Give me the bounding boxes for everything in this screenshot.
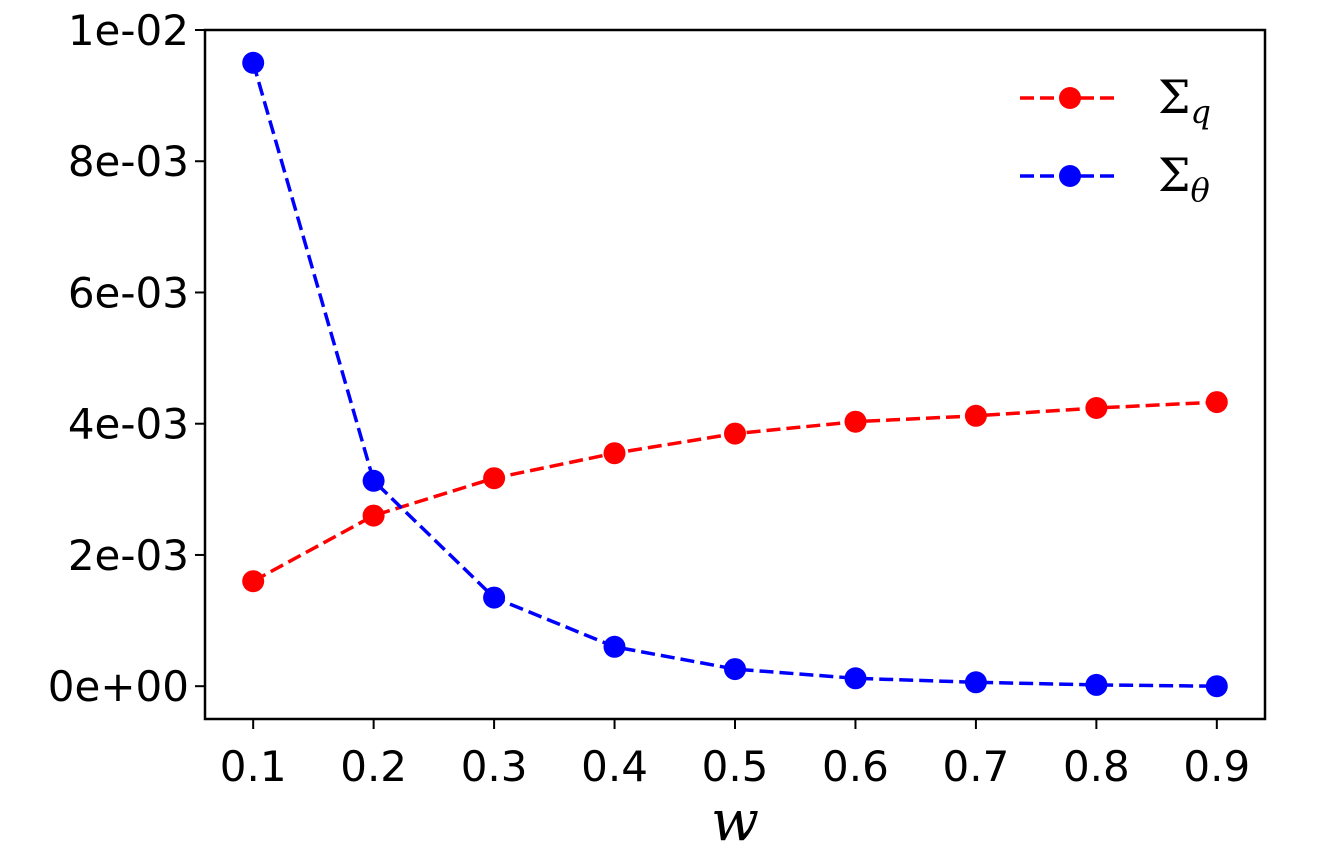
legend-marker-2	[1059, 165, 1081, 187]
legend: Σq Σθ	[1020, 70, 1211, 209]
data-point-series-2	[242, 51, 265, 74]
x-tick-label: 0.2	[340, 742, 407, 791]
series-line-2	[251, 62, 1217, 688]
data-point-series-2	[1085, 673, 1108, 696]
data-point-series-2	[1205, 675, 1228, 698]
x-tick-label: 0.6	[822, 742, 889, 791]
data-point-series-1	[724, 422, 746, 445]
data-point-series-2	[844, 667, 867, 690]
axes-layer: 0.1 0.2 0.3 0.4 0.5 0.6 0.7 0.8 0.9 0e+00 2e-03 4e-…	[48, 6, 1267, 791]
data-point-series-1	[1085, 397, 1108, 419]
data-point-series-2	[483, 586, 506, 609]
data-point-series-1	[1205, 391, 1228, 414]
y-tick-label: 1e-02	[68, 6, 189, 55]
x-axis-label: w	[711, 789, 759, 854]
data-point-series-2	[964, 671, 987, 694]
y-tick-label: 8e-03	[68, 137, 189, 186]
data-point-series-2	[603, 635, 626, 658]
x-tick-label: 0.8	[1063, 742, 1130, 791]
x-tick-label: 0.9	[1183, 742, 1250, 791]
data-point-series-1	[483, 467, 506, 490]
legend-label-1: Σq	[1158, 70, 1211, 131]
y-tick-label: 0e+00	[48, 662, 189, 711]
x-tick-label: 0.3	[461, 742, 528, 791]
legend-label-2: Σθ	[1158, 148, 1210, 209]
legend-marker-1	[1059, 87, 1081, 109]
data-point-series-1	[844, 410, 867, 433]
x-tick-label: 0.7	[943, 742, 1010, 791]
x-tick-label: 0.5	[702, 742, 769, 791]
data-point-series-1	[362, 504, 385, 527]
data-point-series-1	[603, 442, 626, 465]
series-layer	[242, 51, 1228, 698]
y-tick-label: 4e-03	[68, 400, 189, 449]
data-point-series-2	[362, 469, 385, 492]
x-tick-label: 0.1	[220, 742, 287, 791]
data-point-series-1	[242, 570, 265, 593]
y-tick-label: 2e-03	[68, 531, 189, 580]
x-tick-label: 0.4	[581, 742, 648, 791]
data-point-series-2	[724, 658, 746, 681]
data-point-series-1	[964, 404, 987, 427]
y-tick-label: 6e-03	[68, 268, 189, 317]
